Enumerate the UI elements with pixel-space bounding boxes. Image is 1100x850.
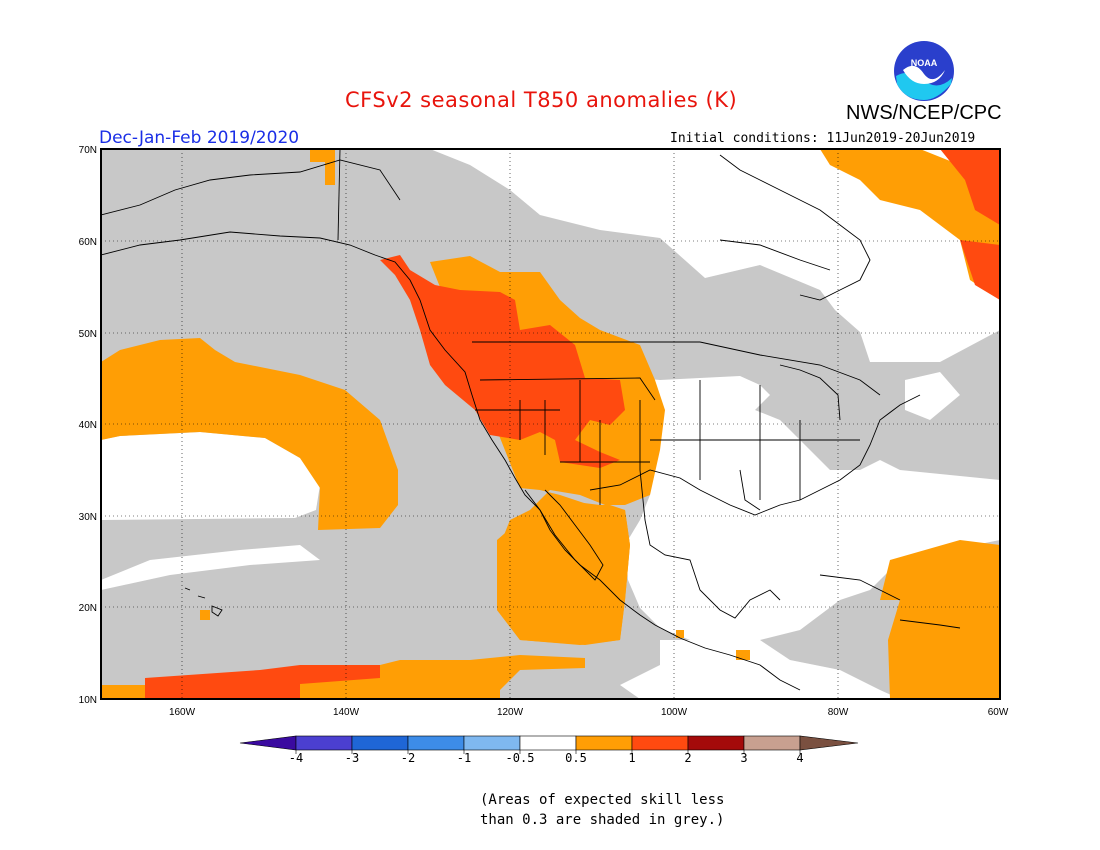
map-frame xyxy=(100,148,1001,700)
lon-label: 160W xyxy=(169,707,196,718)
lon-label: 80W xyxy=(828,707,849,718)
footnote-line-1: (Areas of expected skill less xyxy=(480,792,725,808)
lat-label: 60N xyxy=(79,237,97,248)
anomaly-1-2 xyxy=(145,149,1000,699)
lon-label: 60W xyxy=(988,707,1009,718)
anomaly-0.5-1 xyxy=(101,149,1000,699)
lat-label: 30N xyxy=(79,512,97,523)
lat-label: 40N xyxy=(79,420,97,431)
lat-label: 10N xyxy=(79,695,97,706)
chart-title: CFSv2 seasonal T850 anomalies (K) xyxy=(345,88,738,112)
org-label: NWS/NCEP/CPC xyxy=(846,102,1002,124)
noaa-logo: NOAA xyxy=(894,41,954,101)
footnote-line-2: than 0.3 are shaded in grey.) xyxy=(480,812,725,828)
hawaii xyxy=(184,587,223,617)
lat-label: 50N xyxy=(79,329,97,340)
lon-label: 100W xyxy=(661,707,688,718)
lat-label: 20N xyxy=(79,603,97,614)
logo-text: NOAA xyxy=(911,58,938,68)
neutral-areas xyxy=(101,149,1000,699)
initial-conditions: Initial conditions: 11Jun2019-20Jun2019 xyxy=(670,131,976,146)
season-label: Dec-Jan-Feb 2019/2020 xyxy=(99,128,300,148)
lat-label: 70N xyxy=(79,145,97,156)
coastlines xyxy=(101,149,961,691)
lon-label: 140W xyxy=(333,707,360,718)
lon-label: 120W xyxy=(497,707,524,718)
